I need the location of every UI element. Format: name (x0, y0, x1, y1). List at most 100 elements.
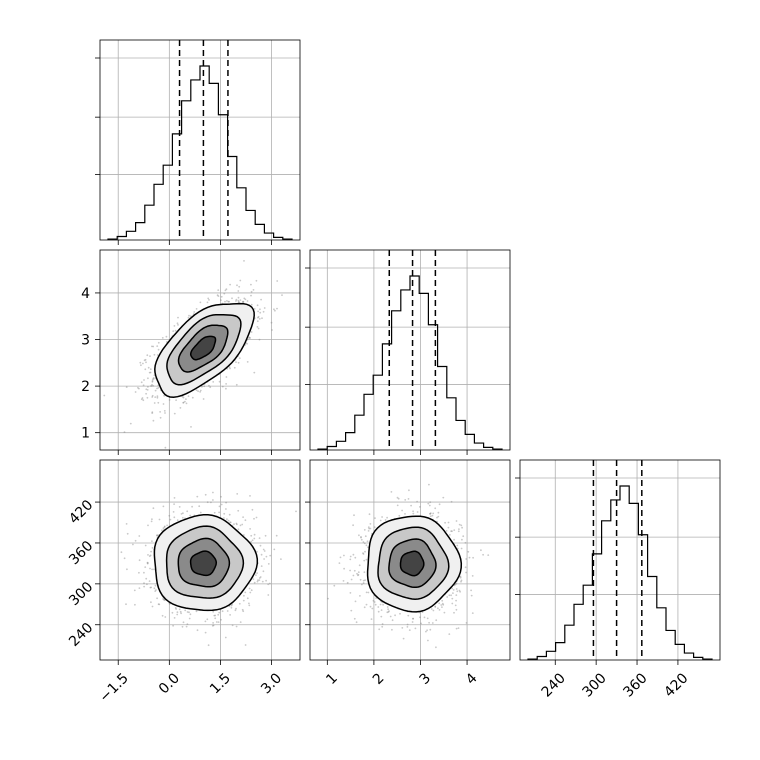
scatter-point (259, 576, 262, 578)
scatter-point (423, 616, 426, 619)
scatter-point (218, 611, 221, 614)
scatter-point (273, 308, 275, 311)
histogram-step (107, 65, 293, 240)
scatter-point (250, 589, 253, 592)
scatter-point (224, 300, 226, 303)
scatter-point (353, 617, 356, 620)
density-layer (120, 491, 297, 647)
scatter-point (149, 385, 152, 387)
scatter-point (235, 625, 238, 628)
contour-line (177, 537, 231, 588)
scatter-point (149, 586, 152, 589)
scatter-point (125, 523, 128, 525)
scatter-point (368, 527, 370, 530)
scatter-point (246, 597, 249, 600)
scatter-point (465, 558, 468, 560)
scatter-point (352, 553, 355, 556)
scatter-point (460, 547, 463, 550)
scatter-point (460, 524, 463, 527)
scatter-point (464, 541, 467, 544)
scatter-point (165, 335, 168, 338)
scatter-point (265, 555, 268, 558)
scatter-point (220, 495, 222, 498)
scatter-point (381, 625, 384, 628)
scatter-point (365, 544, 368, 547)
scatter-point (349, 592, 352, 594)
scatter-point (199, 301, 202, 304)
scatter-point (420, 622, 422, 625)
scatter-point (156, 354, 159, 356)
scatter-point (429, 628, 432, 631)
scatter-point (434, 606, 437, 608)
scatter-point (195, 308, 198, 310)
scatter-point (358, 534, 360, 537)
scatter-point (367, 526, 370, 529)
scatter-point (267, 563, 270, 565)
scatter-point (374, 603, 377, 606)
scatter-point (164, 412, 166, 414)
scatter-point (151, 379, 154, 382)
scatter-point (148, 580, 151, 582)
scatter-point (404, 513, 406, 515)
scatter-point (220, 299, 222, 302)
scatter-point (456, 590, 459, 593)
scatter-point (228, 513, 231, 516)
scatter-point (143, 582, 145, 585)
scatter-point (410, 504, 412, 507)
x-tick-label: 240 (539, 670, 569, 700)
scatter-point (250, 290, 253, 293)
scatter-point (227, 519, 230, 522)
scatter-point (412, 510, 414, 513)
scatter-point (390, 491, 393, 493)
scatter-point (164, 446, 167, 449)
scatter-point (243, 260, 245, 262)
density-layer (327, 483, 490, 649)
scatter-point (164, 616, 167, 618)
scatter-point (448, 594, 451, 597)
scatter-point (146, 389, 149, 391)
scatter-point (427, 502, 430, 505)
scatter-point (146, 562, 149, 565)
scatter-point (224, 289, 227, 292)
scatter-point (223, 517, 225, 519)
scatter-point (149, 567, 151, 570)
scatter-point (161, 614, 164, 617)
scatter-point (156, 387, 158, 390)
scatter-point (231, 624, 234, 627)
scatter-point (173, 503, 176, 505)
scatter-point (157, 603, 160, 606)
scatter-point (457, 530, 460, 533)
scatter-point (244, 519, 247, 522)
scatter-point (391, 628, 393, 631)
scatter-point (150, 385, 153, 387)
scatter-point (458, 523, 461, 526)
scatter-point (225, 383, 228, 385)
scatter-point (152, 507, 155, 510)
scatter-point (217, 289, 220, 291)
scatter-point (426, 629, 428, 632)
scatter-point (426, 617, 429, 620)
scatter-point (401, 627, 404, 629)
scatter-point (143, 379, 145, 381)
scatter-point (184, 609, 187, 612)
scatter-point (360, 536, 362, 539)
scatter-point (380, 609, 383, 611)
scatter-point (237, 528, 240, 531)
scatter-point (145, 361, 147, 364)
scatter-point (151, 394, 154, 397)
scatter-point (147, 524, 149, 527)
contour-line (366, 515, 463, 613)
scatter-point (255, 279, 258, 282)
scatter-point (156, 345, 159, 347)
scatter-point (441, 599, 444, 602)
scatter-point (419, 616, 421, 619)
scatter-point (140, 364, 142, 367)
scatter-point (186, 623, 189, 625)
scatter-point (229, 283, 232, 286)
scatter-point (455, 520, 458, 522)
scatter-point (362, 552, 364, 554)
scatter-point (224, 636, 227, 639)
scatter-point (152, 378, 155, 380)
scatter-point (260, 553, 263, 556)
scatter-point (159, 416, 162, 419)
